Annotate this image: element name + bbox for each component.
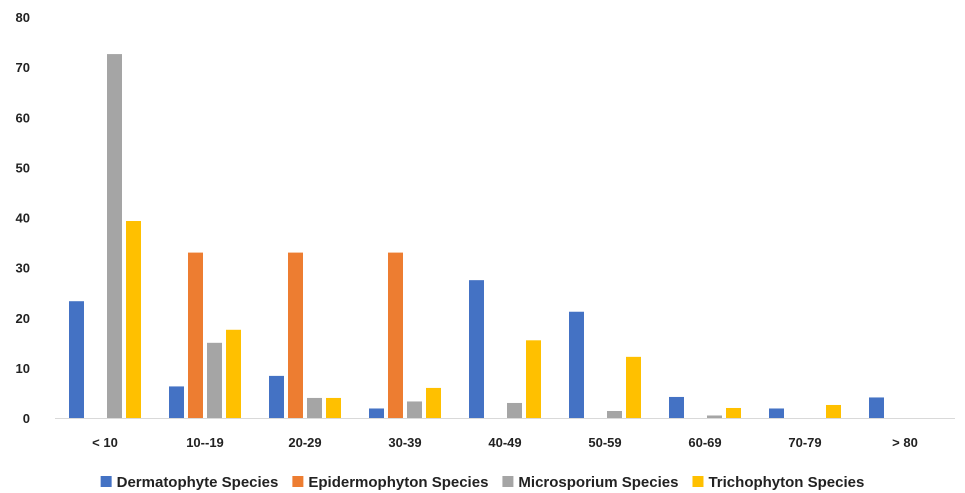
bar-trichophyton-species-6 bbox=[726, 407, 741, 418]
bar-microsporium-species-6 bbox=[707, 415, 722, 418]
bar-dermatophyte-species-4 bbox=[469, 280, 484, 418]
legend-swatch bbox=[502, 476, 514, 487]
bar-microsporium-species-2 bbox=[307, 397, 322, 418]
bar-dermatophyte-species-8 bbox=[869, 397, 884, 418]
bar-dermatophyte-species-1 bbox=[169, 386, 184, 418]
bar-dermatophyte-species-2 bbox=[269, 375, 284, 418]
legend-label: Dermatophyte Species bbox=[117, 474, 279, 491]
x-tick-label: > 80 bbox=[892, 435, 918, 450]
legend-item: Trichophyton Species bbox=[692, 474, 864, 491]
legend-item: Epidermophyton Species bbox=[292, 474, 488, 491]
legend-item: Dermatophyte Species bbox=[100, 474, 279, 491]
x-axis-ticks: < 10 10--19 20-29 30-39 40-49 50-59 60-69 70-79… bbox=[92, 435, 918, 450]
x-tick-label: 30-39 bbox=[388, 435, 421, 450]
bar-trichophyton-species-7 bbox=[826, 404, 841, 418]
y-tick-label: 50 bbox=[16, 160, 30, 175]
legend-label: Microsporium Species bbox=[518, 474, 678, 491]
bar-epidermophyton-species-1 bbox=[188, 252, 203, 418]
x-tick-label: 70-79 bbox=[788, 435, 821, 450]
bar-trichophyton-species-4 bbox=[526, 340, 541, 418]
y-axis-ticks: 0 10 20 30 40 50 60 70 80 bbox=[16, 10, 30, 426]
y-tick-label: 60 bbox=[16, 110, 30, 125]
bar-dermatophyte-species-7 bbox=[769, 408, 784, 418]
bar-microsporium-species-5 bbox=[607, 410, 622, 418]
legend-label: Epidermophyton Species bbox=[308, 474, 488, 491]
bar-trichophyton-species-5 bbox=[626, 356, 641, 418]
x-tick-label: 10--19 bbox=[186, 435, 224, 450]
bar-microsporium-species-4 bbox=[507, 402, 522, 418]
legend: Dermatophyte Species Epidermophyton Speci… bbox=[100, 474, 864, 491]
bar-microsporium-species-3 bbox=[407, 401, 422, 418]
bars bbox=[69, 54, 884, 419]
legend-swatch bbox=[692, 476, 704, 487]
bar-trichophyton-species-3 bbox=[426, 387, 441, 418]
x-tick-label: 50-59 bbox=[588, 435, 621, 450]
x-tick-label: 40-49 bbox=[488, 435, 521, 450]
legend-label: Trichophyton Species bbox=[708, 474, 864, 491]
legend-item: Microsporium Species bbox=[502, 474, 678, 491]
y-tick-label: 40 bbox=[16, 211, 30, 226]
bar-microsporium-species-0 bbox=[107, 54, 122, 419]
bar-microsporium-species-1 bbox=[207, 342, 222, 418]
y-tick-label: 10 bbox=[16, 361, 30, 376]
y-tick-label: 20 bbox=[16, 311, 30, 326]
y-tick-label: 70 bbox=[16, 60, 30, 75]
bar-trichophyton-species-1 bbox=[226, 329, 241, 418]
y-tick-label: 30 bbox=[16, 261, 30, 276]
y-tick-label: 0 bbox=[23, 411, 30, 426]
bar-dermatophyte-species-0 bbox=[69, 301, 84, 418]
y-tick-label: 80 bbox=[16, 10, 30, 25]
bar-epidermophyton-species-2 bbox=[288, 252, 303, 418]
bar-dermatophyte-species-5 bbox=[569, 311, 584, 418]
bar-epidermophyton-species-3 bbox=[388, 252, 403, 418]
x-tick-label: 60-69 bbox=[688, 435, 721, 450]
legend-swatch bbox=[292, 476, 304, 487]
x-tick-label: < 10 bbox=[92, 435, 118, 450]
legend-swatch bbox=[100, 476, 112, 487]
bar-dermatophyte-species-3 bbox=[369, 408, 384, 418]
bar-trichophyton-species-0 bbox=[126, 221, 141, 418]
bar-trichophyton-species-2 bbox=[326, 397, 341, 418]
x-tick-label: 20-29 bbox=[288, 435, 321, 450]
bar-dermatophyte-species-6 bbox=[669, 396, 684, 418]
